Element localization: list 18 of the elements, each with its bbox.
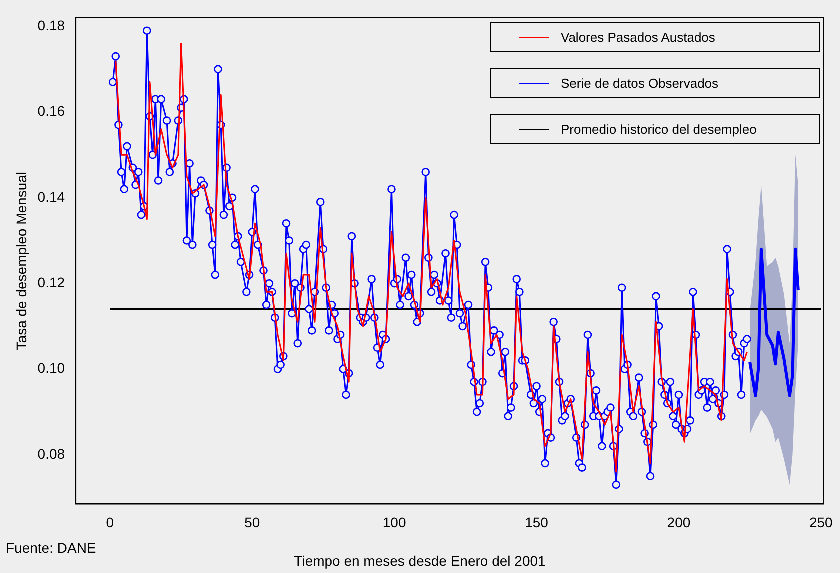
x-axis-title: Tiempo en meses desde Enero del 2001 <box>294 553 546 569</box>
legend-label: Promedio historico del desempleo <box>561 122 757 136</box>
x-tick-label: 50 <box>244 514 260 530</box>
y-tick-label: 0.12 <box>38 274 66 290</box>
x-tick-label: 200 <box>667 514 691 530</box>
x-tick-label: 0 <box>106 514 114 530</box>
y-tick-label: 0.10 <box>38 360 66 376</box>
legend-label: Valores Pasados Austados <box>561 30 716 44</box>
source-note: Fuente: DANE <box>6 540 96 556</box>
legend-label: Serie de datos Observados <box>561 76 719 90</box>
y-tick-label: 0.08 <box>38 446 66 462</box>
y-tick-label: 0.18 <box>38 17 66 34</box>
y-tick-label: 0.14 <box>38 188 66 205</box>
y-axis-title: Tasa de desempleo Mensual <box>13 172 30 350</box>
x-tick-label: 150 <box>525 514 549 530</box>
x-tick-label: 250 <box>809 514 834 530</box>
y-tick-label: 0.16 <box>38 103 66 120</box>
x-tick-label: 100 <box>382 514 406 530</box>
